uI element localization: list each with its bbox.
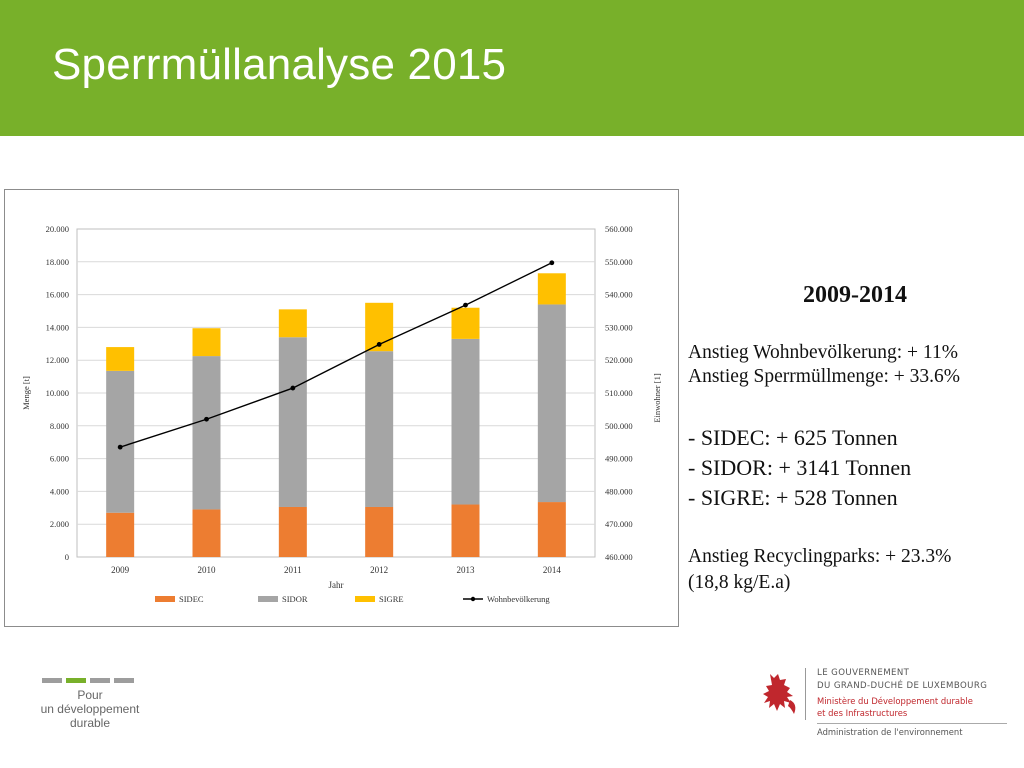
bar-sidec — [192, 509, 221, 557]
bar-sigre — [537, 273, 566, 305]
logo-divider — [805, 668, 806, 720]
sustainability-logo: Pour un développement durable — [40, 678, 140, 738]
recycling-increase-text: Anstieg Recyclingparks: + 23.3% — [688, 546, 952, 567]
bar-sidec — [365, 506, 394, 557]
legend-label: SIDOR — [282, 594, 308, 604]
slogan-line-1: Pour — [77, 688, 103, 702]
sustainability-slogan: Pour un développement durable — [40, 688, 140, 730]
legend-swatch-sigre — [355, 596, 375, 602]
x-tick-label: 2011 — [284, 565, 302, 575]
sigre-increase-text: - SIGRE: + 528 Tonnen — [688, 485, 898, 510]
y2-tick-label: 520.000 — [605, 355, 633, 365]
y2-tick-label: 460.000 — [605, 552, 633, 562]
y2-tick-label: 480.000 — [605, 486, 633, 496]
government-logo: LE GOUVERNEMENT DU GRAND-DUCHÉ DE LUXEMB… — [760, 668, 1010, 748]
bar-sidor — [192, 356, 221, 510]
bar-sidec — [278, 506, 307, 557]
bar-sidor — [451, 338, 480, 505]
bulky-waste-chart: 0 460.000 2.000 470.000 4.000 480.000 6.000 490… — [21, 224, 662, 604]
bar-sigre — [192, 328, 221, 357]
y2-axis-label: Einwohner [1] — [652, 373, 662, 423]
y-tick-label: 0 — [65, 552, 69, 562]
logo-dash-2 — [66, 678, 86, 683]
legend-label: Wohnbevölkerung — [487, 594, 550, 604]
y2-tick-label: 490.000 — [605, 454, 633, 464]
legend-swatch-sidec — [155, 596, 175, 602]
page-title: Sperrmüllanalyse 2015 — [52, 40, 507, 89]
population-point — [463, 302, 468, 308]
legend-label: SIDEC — [179, 594, 204, 604]
y2-tick-label: 500.000 — [605, 421, 633, 431]
logo-rule — [817, 723, 1007, 724]
x-tick-label: 2010 — [198, 565, 217, 575]
population-point — [204, 416, 209, 422]
bar-sidor — [278, 337, 307, 507]
logo-dash-1 — [42, 678, 62, 683]
bar-sidor — [106, 370, 135, 513]
bulky-waste-increase-text: Anstieg Sperrmüllmenge: + 33.6% — [688, 366, 961, 387]
ministry-line-2: et des Infrastructures — [817, 708, 908, 718]
red-lion-icon — [763, 674, 796, 714]
x-tick-label: 2009 — [111, 565, 130, 575]
population-point — [376, 342, 382, 347]
y-tick-label: 2.000 — [50, 519, 69, 529]
y2-tick-label: 530.000 — [605, 322, 633, 332]
y2-tick-label: 550.000 — [605, 257, 633, 267]
x-tick-label: 2013 — [457, 565, 476, 575]
legend-swatch-sidor — [258, 596, 278, 602]
population-increase-text: Anstieg Wohnbevölkerung: + 11% — [688, 342, 958, 363]
y-tick-label: 4.000 — [50, 486, 69, 496]
y-tick-label: 14.000 — [46, 322, 69, 332]
per-capita-text: (18,8 kg/E.a) — [688, 572, 791, 593]
y-tick-label: 16.000 — [46, 290, 69, 300]
y-tick-label: 12.000 — [46, 355, 69, 365]
population-line — [119, 262, 553, 448]
bar-sigre — [451, 307, 480, 339]
y-tick-label: 20.000 — [46, 224, 69, 234]
y2-tick-label: 470.000 — [605, 519, 633, 529]
x-tick-label: 2012 — [370, 565, 388, 575]
bar-sidec — [451, 504, 480, 557]
sidor-increase-text: - SIDOR: + 3141 Tonnen — [688, 455, 912, 480]
ministry-line-1: Ministère du Développement durable — [817, 696, 973, 706]
bar-sidec — [537, 502, 566, 557]
y-tick-label: 18.000 — [46, 257, 69, 267]
population-point — [549, 260, 555, 266]
slogan-line-2: un développement — [40, 702, 140, 716]
gov-line-2: DU GRAND-DUCHÉ DE LUXEMBOURG — [817, 681, 988, 691]
sidec-increase-text: - SIDEC: + 625 Tonnen — [688, 425, 898, 450]
legend-line-marker — [470, 596, 476, 602]
bar-sidor — [365, 351, 394, 507]
bar-sidor — [537, 304, 566, 503]
y-tick-label: 6.000 — [50, 454, 69, 464]
notes-heading: 2009-2014 — [803, 282, 907, 308]
logo-dash-4 — [114, 678, 134, 683]
bar-sigre — [106, 347, 135, 371]
population-point — [290, 385, 296, 391]
population-point — [117, 444, 123, 450]
bar-sigre — [278, 309, 307, 338]
y2-tick-label: 540.000 — [605, 290, 633, 300]
y-tick-label: 10.000 — [46, 388, 69, 398]
y-axis-label: Menge [t] — [21, 376, 31, 410]
legend-label: SIGRE — [379, 594, 404, 604]
administration-name: Administration de l'environnement — [817, 727, 963, 737]
y2-tick-label: 560.000 — [605, 224, 633, 234]
header-bar: Sperrmüllanalyse 2015 — [0, 0, 1024, 136]
x-tick-label: 2014 — [543, 565, 562, 575]
bar-sidec — [106, 512, 135, 557]
y-tick-label: 8.000 — [50, 421, 69, 431]
x-axis-label: Jahr — [329, 580, 344, 590]
gov-line-1: LE GOUVERNEMENT — [817, 668, 910, 678]
slogan-line-3: durable — [69, 716, 111, 730]
y2-tick-label: 510.000 — [605, 388, 633, 398]
logo-dash-3 — [90, 678, 110, 683]
chart-panel: 0 460.000 2.000 470.000 4.000 480.000 6.000 490… — [4, 189, 679, 627]
